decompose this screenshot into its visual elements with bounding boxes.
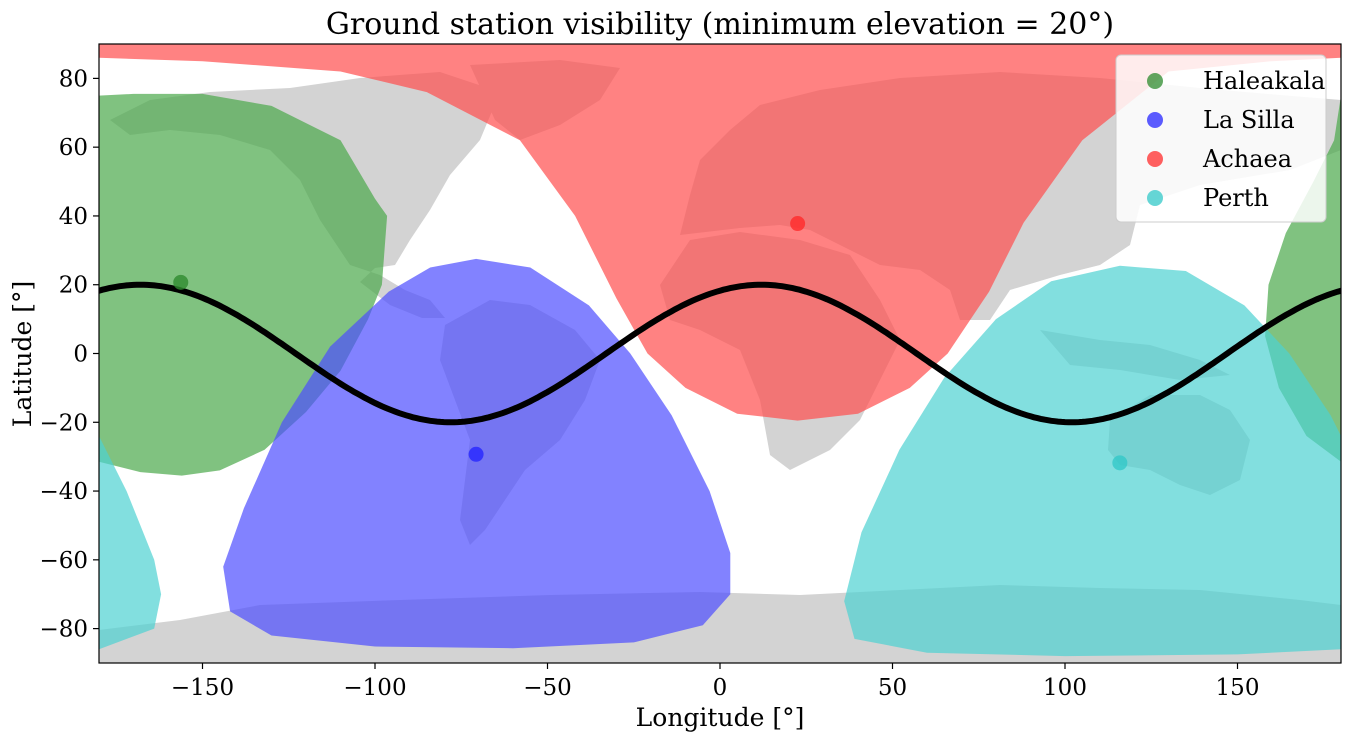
legend-marker-perth: [1147, 190, 1163, 206]
legend-marker-haleakala: [1147, 73, 1163, 89]
coverage-perth-wrap-2: [99, 435, 162, 650]
chart-title: Ground station visibility (minimum eleva…: [326, 7, 1114, 42]
x-tick-label: 50: [878, 675, 907, 701]
station-marker-la-silla: [468, 446, 484, 462]
y-axis: 80 60 40 20 0 −20 −40 −60 −80: [39, 66, 99, 643]
y-tick-label: 40: [59, 204, 88, 230]
y-tick-label: 0: [73, 342, 88, 368]
legend-label-perth: Perth: [1203, 184, 1269, 212]
legend: Haleakala La Silla Achaea Perth: [1115, 54, 1327, 223]
legend-label-la-silla: La Silla: [1203, 106, 1295, 134]
ground-track-line: [99, 281, 1341, 426]
station-markers: [173, 216, 1128, 471]
legend-marker-la-silla: [1147, 112, 1163, 128]
x-tick-label: 0: [713, 675, 728, 701]
x-tick-label: −50: [523, 675, 572, 701]
legend-label-achaea: Achaea: [1202, 145, 1292, 173]
y-tick-label: −40: [39, 479, 88, 505]
station-marker-perth: [1112, 455, 1128, 471]
x-tick-label: 100: [1043, 675, 1087, 701]
y-tick-label: 20: [59, 273, 88, 299]
y-tick-label: 60: [59, 135, 88, 161]
legend-label-haleakala: Haleakala: [1203, 67, 1325, 95]
legend-box: [1115, 54, 1327, 223]
station-marker-haleakala: [173, 274, 189, 290]
y-tick-label: −60: [39, 548, 88, 574]
x-axis-title: Longitude [°]: [636, 703, 805, 732]
y-tick-label: −80: [39, 617, 88, 643]
station-marker-achaea: [790, 216, 806, 232]
x-tick-label: −150: [171, 675, 234, 701]
x-tick-label: −100: [343, 675, 406, 701]
y-tick-label: 80: [59, 66, 88, 92]
coverage-achaea: [99, 44, 1341, 421]
x-tick-label: 150: [1216, 675, 1260, 701]
ground-track: [99, 281, 1341, 426]
legend-marker-achaea: [1147, 151, 1163, 167]
x-axis: −150 −100 −50 0 50 100 150: [171, 663, 1260, 701]
y-axis-title: Latitude [°]: [8, 281, 37, 427]
y-tick-label: −20: [39, 410, 88, 436]
